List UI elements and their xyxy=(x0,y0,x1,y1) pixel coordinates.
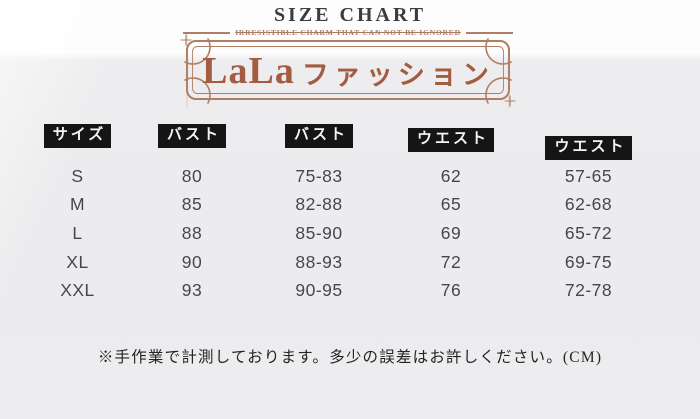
waist-range-cell: 65-72 xyxy=(564,222,613,243)
bust-range-cell: 90-95 xyxy=(295,280,343,301)
column-header-bust-2: バスト xyxy=(284,124,353,148)
decorative-frame xyxy=(180,34,516,108)
table-row: XL 90 88-93 72 69-75 xyxy=(24,248,660,277)
tagline-left-rule xyxy=(183,31,231,34)
table-header-row: サイズ バスト バスト ウエスト ウエスト xyxy=(24,124,660,160)
size-cell: M xyxy=(69,194,86,215)
size-cell: L xyxy=(72,222,83,243)
size-cell: S xyxy=(71,165,84,186)
table-row: S 80 75-83 62 57-65 xyxy=(24,162,660,191)
bust-cell: 80 xyxy=(181,165,203,186)
tagline-right-rule xyxy=(465,31,513,34)
tagline-text: IRRESISTIBLE CHARM THAT CAN NOT BE IGNOR… xyxy=(235,28,461,37)
tagline: IRRESISTIBLE CHARM THAT CAN NOT BE IGNOR… xyxy=(183,27,513,38)
waist-range-cell: 69-75 xyxy=(564,251,613,272)
bust-range-cell: 82-88 xyxy=(295,194,343,215)
bust-range-cell: 85-90 xyxy=(295,222,343,243)
brand-latin-text: LaLa xyxy=(202,50,295,92)
waist-range-cell: 72-78 xyxy=(564,280,613,301)
footnote: ※手作業で計測しております。多少の誤差はお許しください。(CM) xyxy=(97,349,603,366)
bust-cell: 88 xyxy=(181,222,203,243)
column-header-waist-1: ウエスト xyxy=(407,128,494,152)
column-header-size: サイズ xyxy=(43,124,112,148)
column-header-bust-1: バスト xyxy=(157,124,226,148)
column-header-waist-2: ウエスト xyxy=(545,136,632,160)
waist-range-cell: 62-68 xyxy=(564,194,613,215)
waist-cell: 62 xyxy=(440,165,462,186)
waist-cell: 72 xyxy=(440,251,462,272)
waist-cell: 65 xyxy=(440,194,462,215)
bust-range-cell: 88-93 xyxy=(295,251,343,272)
brand-logo: LaLa ファッション xyxy=(180,34,516,108)
bust-range-cell: 75-83 xyxy=(295,165,343,186)
table-row: M 85 82-88 65 62-68 xyxy=(24,191,660,220)
table-row: XXL 93 90-95 76 72-78 xyxy=(24,276,660,305)
waist-range-cell: 57-65 xyxy=(564,165,613,186)
page-title: SIZE CHART xyxy=(273,4,427,26)
waist-cell: 69 xyxy=(440,222,462,243)
bust-cell: 93 xyxy=(181,280,203,301)
table-row: L 88 85-90 69 65-72 xyxy=(24,219,660,248)
brand-kana-text: ファッション xyxy=(301,60,494,90)
bust-cell: 85 xyxy=(181,194,203,215)
size-cell: XXL xyxy=(60,280,95,301)
waist-cell: 76 xyxy=(440,280,462,301)
size-table-body: S 80 75-83 62 57-65 M 85 82-88 65 62-68 … xyxy=(24,162,660,305)
size-cell: XL xyxy=(66,251,89,272)
bust-cell: 90 xyxy=(181,251,203,272)
